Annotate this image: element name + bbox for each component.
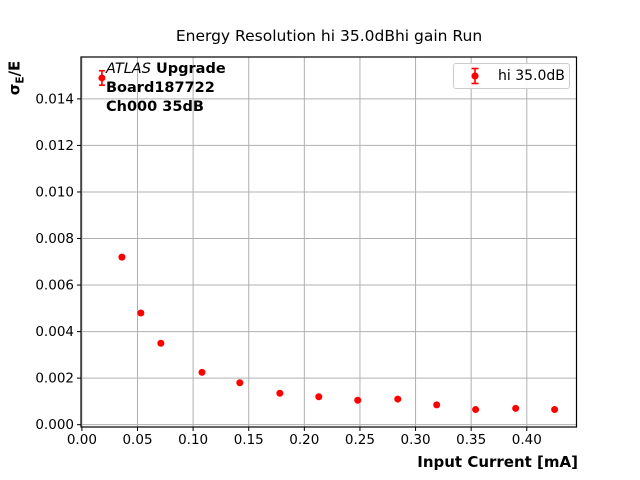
legend-errorbar-marker-icon (471, 67, 479, 85)
x-tick-labels: 0.00 0.05 0.10 0.15 0.20 0.25 0.30 0.35 0.40 (67, 432, 542, 448)
y-axis-label: σE/E (6, 61, 27, 96)
svg-text:0.15: 0.15 (234, 432, 264, 448)
annotation-atlas: ATLAS (106, 61, 151, 77)
legend: hi 35.0dB (453, 63, 570, 89)
y-axis-label-sub: E (14, 76, 27, 84)
y-axis-label-rest: /E (5, 60, 24, 77)
tick-marks (77, 98, 528, 431)
annotation-line-3: Ch000 35dB (106, 99, 204, 115)
gridlines (81, 57, 577, 427)
annotation-line-2: Board187722 (106, 80, 215, 96)
legend-label: hi 35.0dB (498, 68, 565, 84)
svg-text:0.000: 0.000 (35, 417, 74, 433)
x-axis-label: Input Current [mA] (417, 453, 578, 471)
svg-text:0.006: 0.006 (35, 278, 74, 294)
svg-text:0.25: 0.25 (345, 432, 375, 448)
svg-text:0.30: 0.30 (401, 432, 431, 448)
annotation-text: ATLAS Upgrade Board187722 Ch000 35dB (106, 60, 226, 117)
y-tick-labels: 0.000 0.002 0.004 0.006 0.008 0.010 0.012 0.014 (35, 91, 74, 433)
svg-text:0.40: 0.40 (512, 432, 542, 448)
svg-text:0.004: 0.004 (35, 324, 74, 340)
axes-frame (80, 56, 578, 428)
svg-text:0.002: 0.002 (35, 371, 74, 387)
svg-text:0.010: 0.010 (35, 184, 74, 200)
svg-text:0.05: 0.05 (122, 432, 152, 448)
series-hi-35.0dB (98, 69, 559, 414)
annotation-line-1: ATLAS Upgrade (106, 60, 226, 79)
chart-title: Energy Resolution hi 35.0dBhi gain Run (175, 27, 483, 45)
y-axis-label-sigma: σ (5, 83, 24, 96)
svg-text:0.014: 0.014 (35, 91, 74, 107)
svg-text:0.012: 0.012 (35, 138, 74, 154)
annotation-upgrade: Upgrade (150, 61, 226, 77)
svg-text:0.00: 0.00 (67, 432, 97, 448)
svg-text:0.10: 0.10 (178, 432, 208, 448)
svg-text:0.35: 0.35 (456, 432, 486, 448)
svg-text:0.20: 0.20 (289, 432, 319, 448)
svg-text:0.008: 0.008 (35, 231, 74, 247)
